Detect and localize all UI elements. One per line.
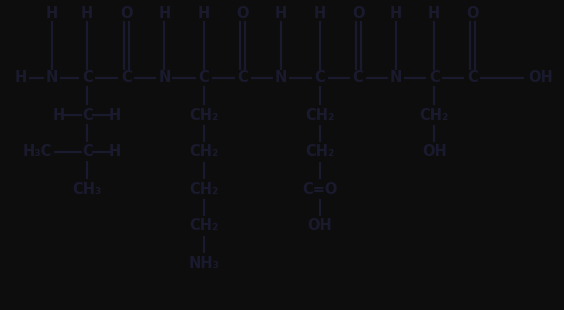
Text: CH₂: CH₂ (189, 144, 218, 160)
Text: CH₃: CH₃ (72, 181, 102, 197)
Text: NH₃: NH₃ (188, 255, 219, 271)
Text: O: O (237, 7, 249, 21)
Text: H: H (109, 144, 121, 160)
Text: C: C (315, 70, 325, 86)
Text: C: C (237, 70, 248, 86)
Text: C: C (429, 70, 439, 86)
Text: N: N (390, 70, 402, 86)
Text: N: N (46, 70, 58, 86)
Text: N: N (275, 70, 287, 86)
Text: OH: OH (308, 219, 333, 233)
Text: CH₂: CH₂ (189, 181, 218, 197)
Text: CH₂: CH₂ (189, 108, 218, 122)
Text: OH: OH (528, 70, 553, 86)
Text: CH₂: CH₂ (306, 144, 335, 160)
Text: H: H (158, 7, 170, 21)
Text: C: C (82, 144, 92, 160)
Text: H: H (109, 108, 121, 122)
Text: OH: OH (422, 144, 447, 160)
Text: N: N (158, 70, 170, 86)
Text: H: H (15, 70, 27, 86)
Text: H: H (314, 7, 326, 21)
Text: C: C (82, 108, 92, 122)
Text: C: C (467, 70, 478, 86)
Text: H: H (81, 7, 93, 21)
Text: H: H (197, 7, 210, 21)
Text: CH₂: CH₂ (189, 219, 218, 233)
Text: H: H (53, 108, 65, 122)
Text: C: C (352, 70, 363, 86)
Text: C=O: C=O (302, 181, 338, 197)
Text: H₃C: H₃C (23, 144, 52, 160)
Text: C: C (121, 70, 132, 86)
Text: O: O (352, 7, 364, 21)
Text: C: C (199, 70, 209, 86)
Text: H: H (46, 7, 58, 21)
Text: C: C (82, 70, 92, 86)
Text: H: H (428, 7, 440, 21)
Text: H: H (390, 7, 402, 21)
Text: O: O (120, 7, 133, 21)
Text: O: O (466, 7, 478, 21)
Text: H: H (275, 7, 287, 21)
Text: CH₂: CH₂ (420, 108, 449, 122)
Text: CH₂: CH₂ (306, 108, 335, 122)
